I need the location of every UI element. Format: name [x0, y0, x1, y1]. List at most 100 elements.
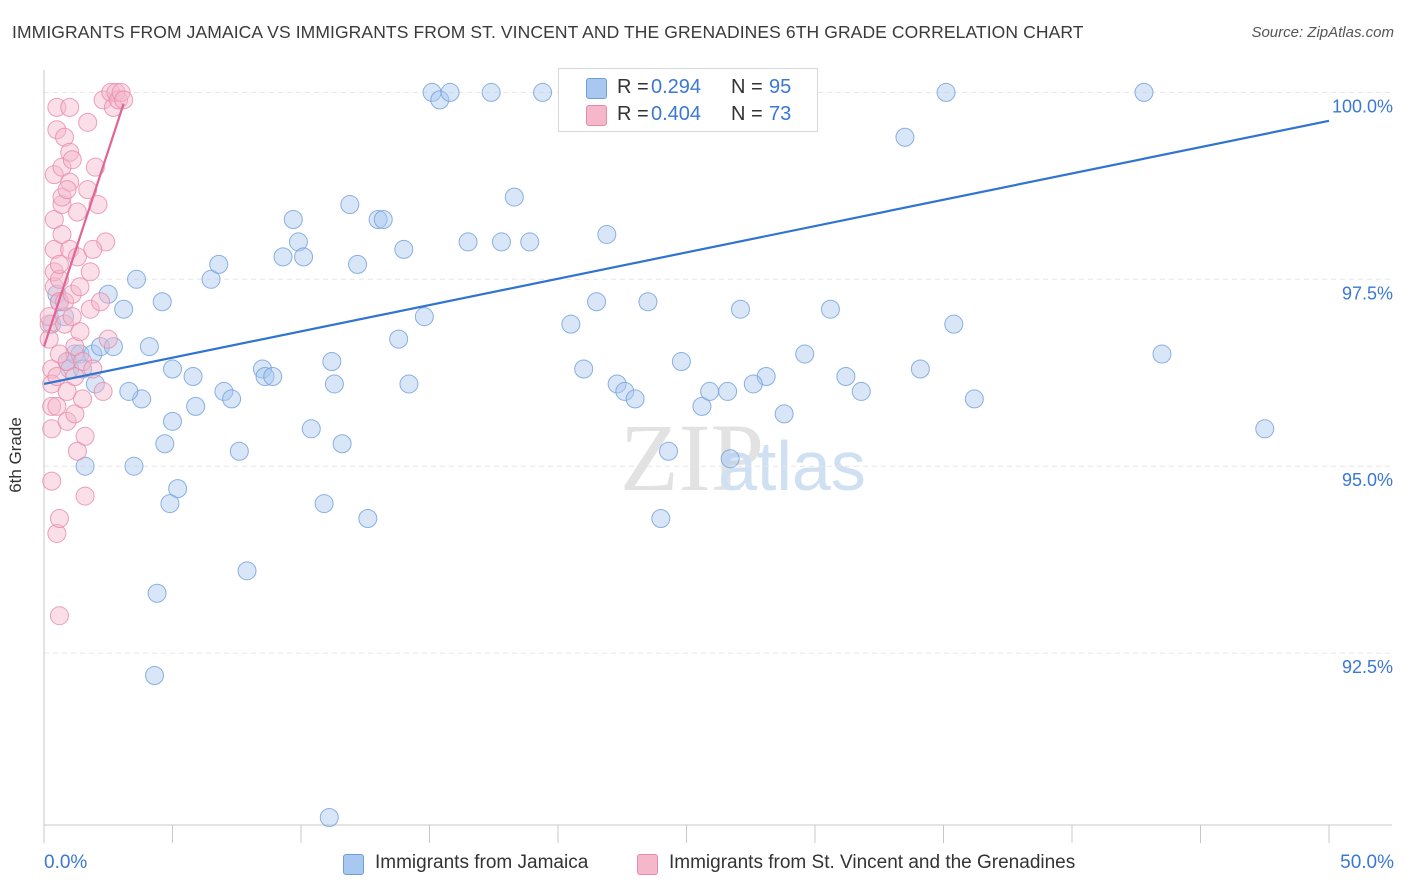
data-point: [114, 299, 134, 319]
data-point: [83, 239, 103, 259]
trend-lines: [42, 103, 1330, 386]
n-value: 73: [769, 103, 792, 125]
data-point: [139, 337, 159, 357]
data-point: [60, 97, 80, 117]
data-point: [314, 494, 334, 514]
data-point: [83, 344, 103, 364]
r-label: R =: [617, 103, 649, 125]
data-point: [820, 299, 840, 319]
data-point: [700, 381, 720, 401]
n-label: N =: [731, 103, 763, 125]
stats-row-st-vincent: R = 0.404 N = 73: [559, 100, 817, 128]
data-point: [615, 381, 635, 401]
data-point: [47, 523, 67, 543]
data-point: [324, 374, 344, 394]
data-point: [671, 352, 691, 372]
data-point: [124, 456, 144, 476]
data-point: [625, 389, 645, 409]
data-point: [252, 359, 272, 379]
data-point: [39, 307, 59, 327]
n-label: N =: [731, 76, 763, 98]
data-point: [65, 337, 85, 357]
data-point: [718, 381, 738, 401]
data-point: [1134, 82, 1154, 102]
data-point: [93, 381, 113, 401]
y-tick-label: 95.0%: [1342, 470, 1393, 490]
data-point: [67, 441, 87, 461]
data-point: [273, 247, 293, 267]
trend-line-st-vincent: [42, 103, 125, 347]
data-point: [910, 359, 930, 379]
data-point: [44, 210, 64, 230]
data-point: [60, 172, 80, 192]
data-points: [39, 82, 1275, 828]
data-point: [85, 157, 105, 177]
data-point: [504, 187, 524, 207]
data-point: [283, 210, 303, 230]
data-point: [70, 322, 90, 342]
data-point: [119, 381, 139, 401]
data-point: [373, 210, 393, 230]
r-value: 0.294: [651, 76, 702, 98]
data-point: [57, 381, 77, 401]
data-point: [73, 352, 93, 372]
data-point: [70, 277, 90, 297]
data-point: [730, 299, 750, 319]
data-point: [47, 396, 67, 416]
data-point: [836, 366, 856, 386]
legend-label-jamaica: Immigrants from Jamaica: [375, 852, 589, 873]
legend-swatch-st-vincent: [637, 854, 658, 875]
jamaica-swatch: [586, 78, 607, 99]
data-point: [587, 292, 607, 312]
data-point: [201, 269, 221, 289]
data-point: [659, 441, 679, 461]
data-point: [561, 314, 581, 334]
data-point: [98, 329, 118, 349]
n-value: 95: [769, 76, 792, 98]
data-point: [49, 509, 69, 529]
data-point: [520, 232, 540, 252]
series-st-vincent: [39, 82, 134, 626]
data-point: [1255, 419, 1275, 439]
st-vincent-swatch: [586, 105, 607, 126]
data-point: [55, 314, 75, 334]
data-point: [62, 150, 82, 170]
data-point: [964, 389, 984, 409]
data-point: [55, 307, 75, 327]
data-point: [49, 606, 69, 626]
data-point: [368, 210, 388, 230]
trend-line-jamaica: [43, 119, 1330, 386]
data-point: [44, 165, 64, 185]
data-point: [62, 307, 82, 327]
data-point: [638, 292, 658, 312]
data-point: [91, 292, 111, 312]
data-point: [209, 254, 229, 274]
data-point: [944, 314, 964, 334]
data-point: [743, 374, 763, 394]
data-point: [52, 157, 72, 177]
data-point: [47, 284, 67, 304]
data-point: [145, 665, 165, 685]
data-point: [399, 374, 419, 394]
data-point: [163, 411, 182, 431]
series-jamaica: [42, 82, 1275, 828]
data-point: [574, 359, 594, 379]
data-point: [75, 486, 95, 506]
data-point: [73, 389, 93, 409]
data-point: [533, 82, 553, 102]
data-point: [301, 419, 321, 439]
data-point: [168, 479, 188, 499]
data-point: [85, 374, 105, 394]
data-point: [237, 561, 257, 581]
axes: [43, 70, 1392, 843]
source-label: Source: ZipAtlas.com: [1251, 24, 1394, 41]
stats-box: R = 0.294 N = 95 R = 0.404 N = 73: [558, 68, 818, 132]
data-point: [155, 434, 175, 454]
data-point: [57, 180, 77, 200]
data-point: [229, 441, 249, 461]
data-point: [491, 232, 511, 252]
data-point: [692, 396, 712, 416]
data-point: [394, 239, 414, 259]
x-tick-max: 50.0%: [1340, 852, 1394, 873]
